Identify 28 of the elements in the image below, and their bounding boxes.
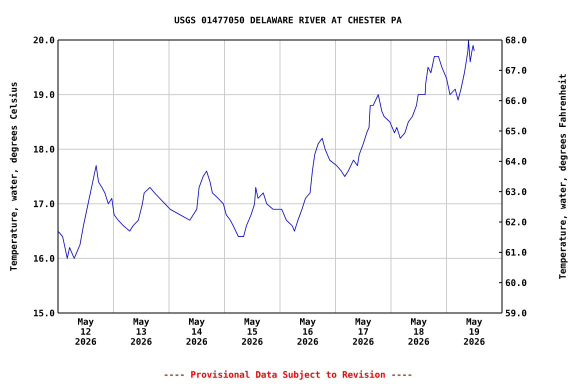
y2-tick-label: 62.0	[506, 218, 526, 226]
x-tick-label: May 19 2026	[464, 318, 485, 345]
y2-tick-label: 66.0	[506, 97, 526, 104]
y-tick-label: 18.0	[34, 146, 54, 153]
y-tick-label: 16.0	[34, 254, 54, 262]
text: ---- Provisional Data Subject to Revision ----	[164, 370, 412, 380]
y2-tick-label: 63.0	[506, 188, 526, 196]
y-axis-title: Temperature, water, degrees Celsius	[9, 82, 19, 271]
x-tick-label: May 16 2026	[297, 318, 318, 345]
y-tick-label: 20.0	[34, 36, 54, 44]
chart-title: USGS 01477050 DELAWARE RIVER AT CHESTER PA	[174, 16, 402, 24]
y2-tick-label: 68.0	[506, 36, 526, 44]
y-tick-label: 15.0	[34, 310, 54, 316]
x-tick-label: May 18 2026	[408, 318, 430, 345]
x-tick-label: May 12 2026	[75, 318, 96, 345]
y2-tick-label: 67.0	[506, 66, 526, 74]
y2-tick-label: 60.0	[506, 279, 526, 286]
y2-tick-label: 65.0	[506, 128, 526, 134]
x-tick-label: May 13 2026	[130, 318, 152, 345]
y-tick-label: 17.0	[34, 200, 54, 208]
y2-tick-label: 61.0	[506, 248, 526, 256]
y-tick-label: 19.0	[34, 91, 54, 98]
x-tick-label: May 15 2026	[242, 318, 263, 345]
x-tick-label: May 17 2026	[352, 318, 374, 345]
y2-axis-title: Temperature, water, degrees Fahrenheit	[558, 74, 568, 280]
x-tick-label: May 14 2026	[186, 318, 208, 345]
y2-tick-label: 64.0	[506, 158, 526, 165]
y2-tick-label: 59.0	[506, 310, 526, 316]
